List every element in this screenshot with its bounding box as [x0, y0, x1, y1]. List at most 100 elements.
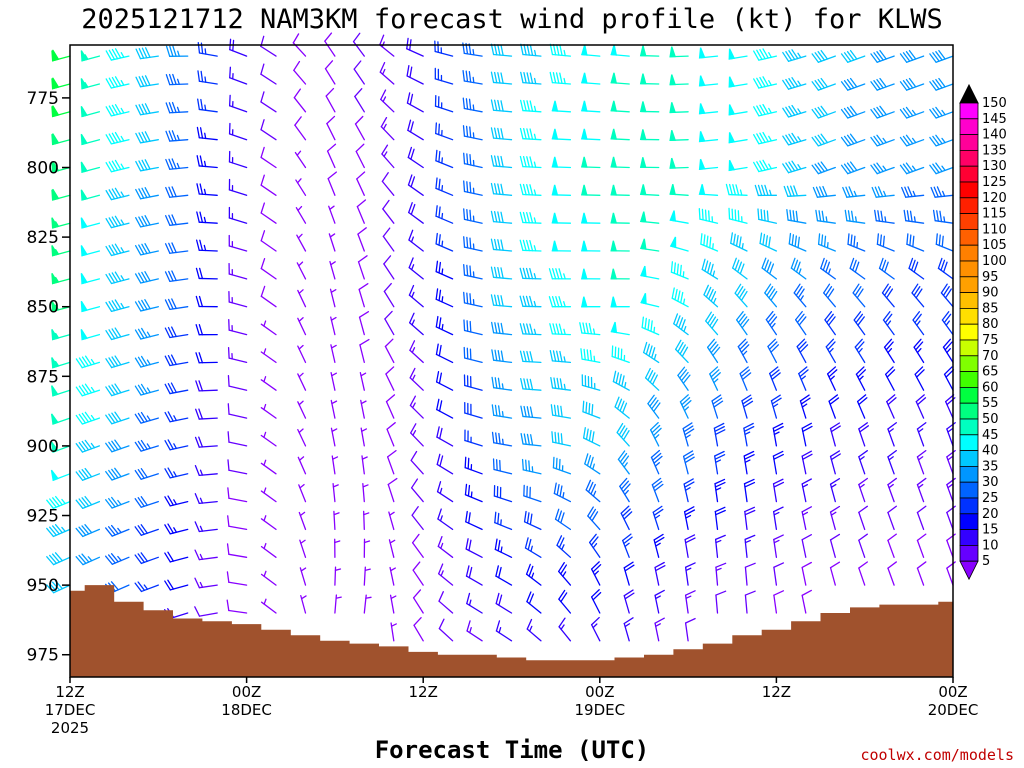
wind-barb — [164, 326, 189, 339]
wind-barb — [135, 103, 159, 116]
wind-barb — [643, 341, 660, 364]
wind-barb — [490, 99, 513, 113]
wind-barb — [50, 413, 71, 425]
wind-barb — [669, 46, 689, 58]
wind-barb — [389, 594, 397, 614]
colorbar-label: 70 — [982, 349, 999, 364]
wind-barb — [360, 399, 367, 419]
wind-barb — [194, 549, 218, 561]
wind-barb — [556, 535, 572, 558]
wind-barb — [296, 261, 307, 280]
wind-barb — [773, 590, 785, 614]
wind-barb — [858, 477, 868, 503]
wind-barb — [743, 450, 755, 475]
wind-barbs-layer — [46, 32, 956, 642]
x-tick-label: 12Z — [762, 683, 791, 701]
wind-barb — [829, 422, 841, 447]
wind-barb — [911, 283, 925, 308]
wind-barb — [196, 126, 218, 141]
wind-barb — [465, 538, 483, 558]
wind-barb — [610, 321, 630, 336]
colorbar-label: 75 — [982, 333, 999, 348]
wind-barb — [581, 374, 601, 391]
wind-barb — [80, 105, 101, 118]
wind-barb — [357, 255, 368, 280]
wind-barb — [379, 61, 395, 85]
wind-barb — [227, 487, 248, 503]
wind-barb — [612, 370, 630, 391]
wind-barb — [908, 257, 925, 280]
wind-barb — [134, 468, 159, 480]
wind-barb — [580, 128, 601, 141]
wind-barb — [51, 300, 71, 313]
wind-barb — [134, 243, 159, 256]
wind-barb — [711, 394, 724, 419]
wind-barb — [463, 236, 483, 252]
wind-barb — [824, 311, 836, 336]
wind-barb — [801, 534, 812, 558]
wind-barb — [409, 340, 424, 364]
y-tick-label: 850 — [27, 298, 59, 318]
wind-barb — [669, 102, 689, 114]
wind-barb — [228, 290, 248, 308]
colorbar-label: 20 — [982, 507, 999, 522]
wind-barb — [436, 453, 454, 475]
wind-barb — [580, 348, 601, 364]
wind-barb — [943, 366, 955, 391]
wind-barb — [551, 184, 572, 196]
wind-barb — [788, 232, 807, 252]
colorbar-label: 25 — [982, 491, 999, 506]
wind-barb — [870, 134, 895, 147]
wind-barb — [520, 378, 542, 391]
wind-barb — [134, 581, 159, 593]
wind-barb — [329, 288, 337, 308]
wind-barb — [260, 35, 277, 57]
wind-barb — [930, 186, 954, 198]
wind-barb — [899, 162, 925, 175]
wind-barb — [669, 157, 689, 169]
wind-barb — [826, 366, 838, 391]
wind-barb — [744, 590, 756, 614]
wind-barb — [260, 598, 277, 614]
wind-barb — [929, 106, 954, 119]
wind-barb — [51, 49, 71, 62]
colorbar-swatch — [959, 497, 979, 515]
wind-barb — [298, 483, 307, 503]
wind-barb — [80, 300, 101, 313]
wind-barb — [260, 459, 277, 475]
wind-barb — [815, 209, 836, 224]
colorbar-label: 45 — [982, 428, 999, 443]
x-tick-label: 00Z — [938, 683, 967, 701]
wind-barb — [558, 617, 572, 642]
colorbar-label: 65 — [982, 365, 999, 380]
wind-barb — [164, 551, 189, 563]
wind-barb — [491, 376, 513, 391]
wind-barb — [887, 561, 897, 586]
wind-barb — [164, 439, 189, 451]
wind-barb — [51, 133, 71, 146]
wind-barb — [227, 347, 248, 364]
wind-barb — [490, 127, 513, 141]
wind-barb — [698, 184, 719, 196]
wind-barb — [782, 160, 807, 174]
wind-barb — [260, 285, 277, 308]
wind-barb — [847, 233, 866, 252]
wind-barb — [51, 217, 71, 229]
wind-barb — [887, 533, 897, 558]
wind-barb — [105, 524, 130, 537]
wind-barb — [362, 483, 369, 503]
wind-barb — [196, 183, 218, 196]
wind-barb — [51, 188, 71, 201]
terrain-surface — [70, 585, 953, 677]
wind-barb — [165, 73, 189, 86]
wind-barb — [435, 205, 454, 224]
wind-barb — [435, 232, 454, 252]
wind-barb — [462, 97, 483, 113]
x-axis-title: Forecast Time (UTC) — [375, 736, 650, 764]
wind-barb — [817, 233, 836, 252]
wind-barb — [651, 477, 664, 503]
wind-barb — [520, 71, 542, 85]
x-tick-label: 17DEC — [45, 701, 96, 719]
